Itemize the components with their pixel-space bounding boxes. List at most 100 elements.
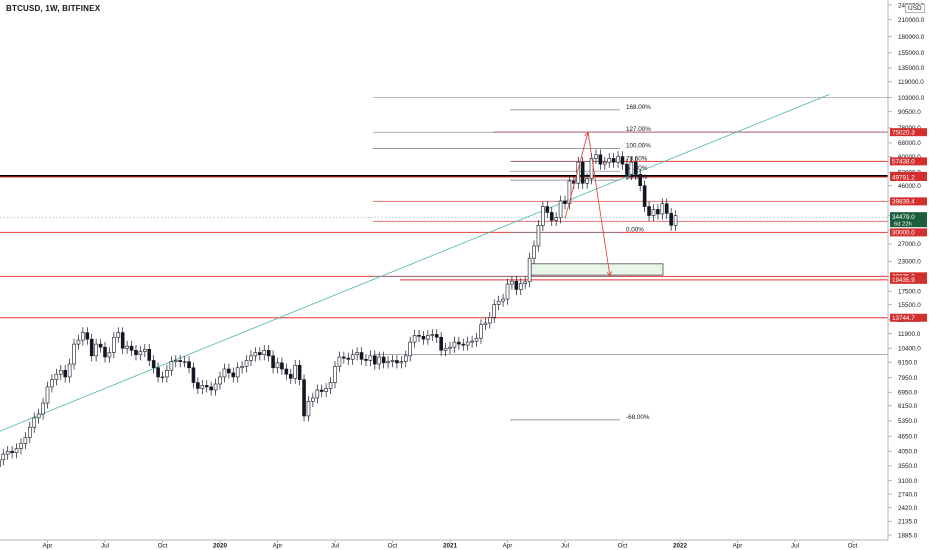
candle-body	[523, 281, 527, 284]
candle	[660, 198, 665, 220]
arrow-up	[564, 132, 589, 219]
y-tick-label: 27000.0	[898, 241, 921, 248]
candle-body	[563, 200, 567, 205]
y-tick-label: 6950.0	[898, 390, 918, 397]
candle-body	[302, 379, 306, 417]
candle-body	[213, 383, 218, 391]
candle	[598, 149, 603, 170]
candle-body	[342, 356, 346, 359]
x-tick-label: Apr	[503, 543, 513, 550]
candle-body	[589, 158, 594, 180]
candle-body	[470, 340, 474, 343]
candle-body	[399, 361, 404, 364]
candle-body	[227, 368, 231, 374]
candle	[620, 151, 625, 170]
candle-body	[293, 364, 297, 379]
candle-body	[434, 334, 439, 338]
candle	[58, 364, 63, 380]
candle-body	[638, 174, 642, 186]
arrow-down-head	[606, 271, 612, 278]
candle-body	[669, 213, 673, 226]
candle	[426, 330, 430, 345]
candle	[355, 347, 359, 361]
candle-body	[76, 339, 81, 345]
candle	[585, 173, 589, 189]
level-tag-bg	[890, 313, 927, 322]
candle	[611, 153, 616, 168]
candle	[518, 278, 523, 296]
candle	[514, 275, 519, 296]
y-tick-label: 135000.0	[898, 65, 925, 72]
candle	[386, 356, 390, 369]
candle-body	[112, 336, 116, 353]
candle	[452, 336, 457, 353]
x-tick-label: Oct	[158, 543, 168, 550]
candle	[125, 340, 129, 354]
candle-body	[28, 426, 32, 438]
candle-body	[620, 156, 625, 165]
candle-body	[598, 154, 603, 165]
time-axis[interactable]: Apr Jul Oct 2020 Apr Jul Oct 2021 Apr Jul Oct 2022 A…	[43, 540, 858, 550]
candle-body	[580, 161, 585, 184]
candle	[541, 201, 545, 231]
candle	[457, 336, 461, 350]
fib-label: 50.00%	[626, 174, 648, 181]
candle	[187, 356, 191, 374]
fibonacci-extension: 168.00%127.00%100.00%78.60%61.80%50.00%0…	[373, 104, 888, 421]
candle-body	[173, 360, 178, 362]
candle-body	[311, 397, 315, 402]
x-tick-label: 2020	[213, 543, 228, 550]
candle	[103, 341, 107, 363]
candle	[107, 347, 112, 363]
y-tick-label: 6150.0	[898, 403, 918, 410]
candle	[258, 347, 262, 361]
level-tag-bg	[890, 197, 927, 206]
candle-body	[554, 217, 558, 221]
x-tick-label: Oct	[848, 543, 858, 550]
candle-body	[129, 345, 134, 351]
candle	[151, 355, 156, 374]
candle-body	[346, 357, 351, 360]
candle	[112, 331, 116, 359]
candle	[116, 327, 121, 343]
candle	[381, 351, 386, 369]
candle-body	[426, 335, 430, 340]
current-price-tag: 34479.06d 22h	[890, 212, 927, 227]
candle	[567, 175, 572, 210]
candle-body	[244, 360, 249, 367]
candle	[173, 355, 178, 368]
candle	[350, 349, 355, 365]
candle	[231, 367, 236, 383]
y-tick-label: 17500.0	[898, 289, 921, 296]
candle	[204, 380, 209, 393]
y-tick-label: 2740.0	[898, 491, 918, 498]
candle-body	[36, 413, 41, 419]
candle-body	[14, 448, 19, 454]
candle-body	[479, 324, 483, 339]
level-tag-label: 49791.2	[892, 174, 915, 181]
candle-body	[45, 386, 50, 404]
candle	[94, 338, 98, 362]
candle-body	[461, 343, 466, 346]
candle	[532, 240, 536, 264]
candle-body	[545, 206, 550, 213]
level-tag-label: 39839.4	[892, 199, 915, 206]
price-axis[interactable]	[888, 0, 932, 540]
candle-body	[457, 341, 461, 345]
candle	[67, 358, 72, 383]
y-tick-label: 1885.0	[898, 532, 918, 539]
candle	[302, 374, 306, 422]
candle	[89, 333, 94, 362]
candle	[346, 352, 351, 365]
candle-body	[204, 385, 209, 388]
candle	[14, 443, 19, 459]
candle-body	[488, 317, 492, 324]
candle	[364, 353, 368, 367]
candle	[41, 397, 45, 420]
x-tick-label: 2022	[673, 543, 688, 550]
candle	[54, 368, 59, 386]
candle	[576, 156, 581, 189]
candle	[19, 438, 23, 455]
candle	[98, 338, 103, 353]
